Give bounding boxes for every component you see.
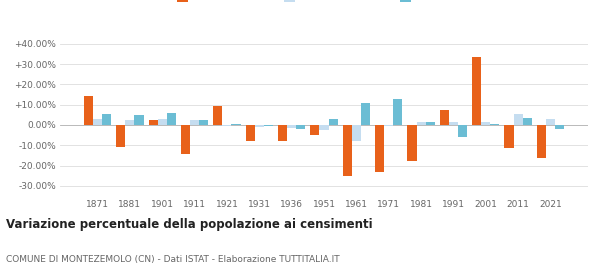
Bar [278,125,287,141]
Bar [158,119,167,125]
Bar [296,125,305,129]
Bar [523,118,532,125]
Bar [125,120,134,125]
Bar [287,125,296,128]
Bar [393,99,402,125]
Bar [555,125,564,129]
Bar [490,124,499,125]
Bar [384,125,393,126]
Bar [449,122,458,125]
Bar [361,103,370,125]
Bar [149,120,158,125]
Bar [440,110,449,125]
Bar [343,125,352,176]
Bar [319,125,329,130]
Bar [537,125,546,158]
Bar [352,125,361,141]
Bar [181,125,190,154]
Bar [246,125,255,141]
Bar [134,115,143,125]
Bar [93,119,102,125]
Bar [223,125,232,126]
Text: Variazione percentuale della popolazione ai censimenti: Variazione percentuale della popolazione… [6,218,373,231]
Bar [481,122,490,125]
Bar [425,122,434,125]
Bar [116,125,125,147]
Bar [264,125,273,126]
Bar [102,114,111,125]
Bar [214,106,223,125]
Bar [505,125,514,148]
Bar [190,120,199,125]
Bar [84,95,93,125]
Bar [472,57,481,125]
Bar [329,119,338,125]
Bar [199,120,208,125]
Bar [458,125,467,137]
Bar [167,113,176,125]
Bar [407,125,416,162]
Legend: Montezemolo, Provincia di CN, Piemonte: Montezemolo, Provincia di CN, Piemonte [172,0,476,7]
Bar [416,122,425,125]
Bar [310,125,319,135]
Bar [514,114,523,125]
Bar [255,125,264,127]
Text: COMUNE DI MONTEZEMOLO (CN) - Dati ISTAT - Elaborazione TUTTITALIA.IT: COMUNE DI MONTEZEMOLO (CN) - Dati ISTAT … [6,255,340,264]
Bar [546,119,555,125]
Bar [232,124,241,125]
Bar [375,125,384,172]
